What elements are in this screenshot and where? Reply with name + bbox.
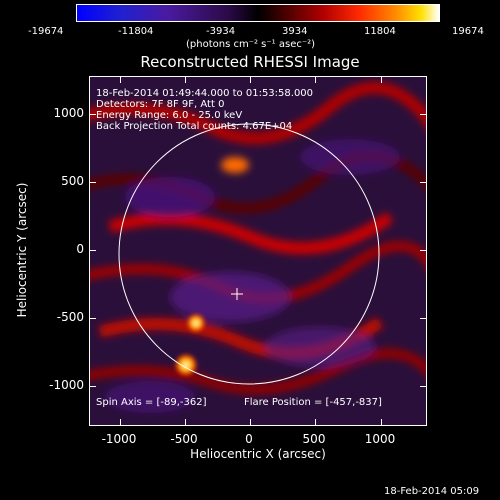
xtick-neg500: -500 — [170, 432, 198, 446]
colorbar-tick-5: 11804 — [364, 26, 396, 37]
colorbar-tick-3: -3934 — [206, 26, 236, 37]
plot-title: Reconstructed RHESSI Image — [140, 53, 360, 71]
x-axis-label: Heliocentric X (arcsec) — [190, 447, 326, 461]
ytick-neg1000: -1000 — [49, 378, 84, 392]
flare-position-label: Flare Position = [-457,-837] — [244, 397, 382, 408]
colorbar-tick-2: -11804 — [118, 26, 154, 37]
solar-limb-circle — [118, 123, 380, 385]
flare-source-bright — [174, 353, 198, 377]
timestamp: 18-Feb-2014 05:09 — [384, 486, 480, 497]
colorbar-tick-6: 19674 — [452, 26, 484, 37]
info-method-counts: Back Projection Total counts: 4.67E+04 — [96, 121, 293, 132]
flare-source-secondary — [186, 313, 206, 333]
colorbar — [76, 4, 440, 22]
rhessi-image — [90, 77, 426, 425]
xtick-500: 500 — [302, 432, 326, 446]
ytick-1000: 1000 — [53, 106, 84, 120]
xtick-1000: 1000 — [364, 432, 396, 446]
plot-area: 18-Feb-2014 01:49:44.000 to 01:53:58.000… — [89, 76, 427, 426]
plus-marker-icon — [231, 288, 243, 300]
info-detectors: Detectors: 7F 8F 9F, Att 0 — [96, 99, 225, 110]
ytick-0: 0 — [76, 242, 84, 256]
ytick-neg500: -500 — [56, 310, 84, 324]
colorbar-tick-1: -19674 — [28, 26, 64, 37]
info-energy-range: Energy Range: 6.0 - 25.0 keV — [96, 110, 243, 121]
xtick-neg1000: -1000 — [101, 432, 137, 446]
info-time-range: 18-Feb-2014 01:49:44.000 to 01:53:58.000 — [96, 88, 314, 99]
xtick-0: 0 — [245, 432, 253, 446]
y-axis-label: Heliocentric Y (arcsec) — [15, 182, 29, 318]
colorbar-tick-4: 3934 — [282, 26, 308, 37]
spin-axis-label: Spin Axis = [-89,-362] — [96, 397, 207, 408]
colorbar-units: (photons cm⁻² s⁻¹ asec⁻²) — [186, 39, 316, 50]
ytick-500: 500 — [61, 174, 84, 188]
